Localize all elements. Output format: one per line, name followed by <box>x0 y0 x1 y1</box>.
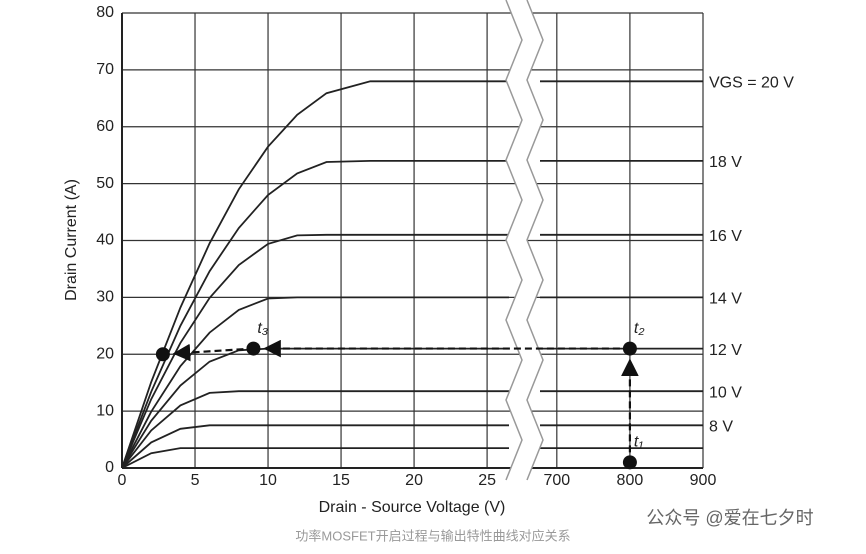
legend-label: 10 V <box>709 384 742 401</box>
legend-label: 14 V <box>709 291 742 308</box>
y-tick-label: 0 <box>105 459 114 476</box>
legend-label: VGS = 20 V <box>709 74 794 91</box>
curve <box>121 424 703 469</box>
caption: 功率MOSFET开启过程与输出特性曲线对应关系 <box>295 528 570 543</box>
curve <box>121 390 703 469</box>
y-axis-label: Drain Current (A) <box>63 179 80 301</box>
x-axis-label: Drain - Source Voltage (V) <box>319 499 506 516</box>
y-tick-label: 80 <box>96 4 114 21</box>
curve <box>121 296 703 469</box>
x-tick-label: 20 <box>405 472 423 489</box>
arrow <box>172 343 244 362</box>
x-tick-label: 700 <box>543 472 570 489</box>
x-tick-label: 15 <box>332 472 350 489</box>
y-tick-label: 50 <box>96 175 114 192</box>
axis-break <box>526 0 544 481</box>
curve <box>121 160 703 469</box>
x-tick-label: 25 <box>478 472 496 489</box>
curve <box>121 80 703 469</box>
point <box>622 341 637 356</box>
point <box>246 341 261 356</box>
curve <box>121 233 703 469</box>
axis-break <box>505 0 523 481</box>
x-tick-label: 0 <box>118 472 127 489</box>
point-label: t₁ <box>634 434 644 451</box>
legend-label: 8 V <box>709 419 733 436</box>
y-tick-label: 30 <box>96 289 114 306</box>
point-label: t₂ <box>634 320 645 337</box>
point <box>622 455 637 470</box>
watermark: 公众号 @爱在七夕时 <box>646 508 813 528</box>
legend-label: 18 V <box>709 154 742 171</box>
x-tick-label: 10 <box>259 472 277 489</box>
y-tick-label: 10 <box>96 402 114 419</box>
axis-break <box>506 0 543 480</box>
y-tick-label: 60 <box>96 118 114 135</box>
curve <box>121 347 703 469</box>
y-tick-label: 20 <box>96 345 114 362</box>
y-tick-label: 70 <box>96 61 114 78</box>
x-tick-label: 5 <box>191 472 200 489</box>
x-tick-label: 900 <box>690 472 717 489</box>
x-tick-label: 800 <box>617 472 644 489</box>
curve <box>121 447 703 469</box>
point <box>155 347 170 362</box>
y-tick-label: 40 <box>96 232 114 249</box>
point-label: t₃ <box>257 320 268 337</box>
legend-label: 12 V <box>709 342 742 359</box>
legend-label: 16 V <box>709 228 742 245</box>
